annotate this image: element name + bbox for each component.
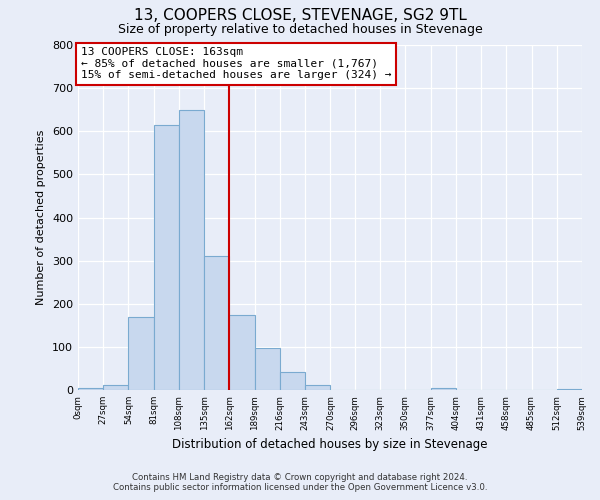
Bar <box>204 256 229 390</box>
Text: Contains HM Land Registry data © Crown copyright and database right 2024.
Contai: Contains HM Land Registry data © Crown c… <box>113 473 487 492</box>
Bar <box>154 125 179 390</box>
Text: 13 COOPERS CLOSE: 163sqm
← 85% of detached houses are smaller (1,767)
15% of sem: 13 COOPERS CLOSE: 163sqm ← 85% of detach… <box>81 47 391 80</box>
Y-axis label: Number of detached properties: Number of detached properties <box>37 130 46 305</box>
Bar <box>229 314 255 390</box>
Text: 13, COOPERS CLOSE, STEVENAGE, SG2 9TL: 13, COOPERS CLOSE, STEVENAGE, SG2 9TL <box>134 8 466 22</box>
Bar <box>305 385 331 390</box>
Bar <box>280 372 305 390</box>
Bar <box>431 388 456 390</box>
Bar <box>255 348 280 390</box>
X-axis label: Distribution of detached houses by size in Stevenage: Distribution of detached houses by size … <box>172 438 488 451</box>
Bar <box>128 316 154 390</box>
Bar <box>78 388 103 390</box>
Bar <box>103 385 128 390</box>
Bar <box>179 110 204 390</box>
Text: Size of property relative to detached houses in Stevenage: Size of property relative to detached ho… <box>118 22 482 36</box>
Bar <box>557 388 582 390</box>
